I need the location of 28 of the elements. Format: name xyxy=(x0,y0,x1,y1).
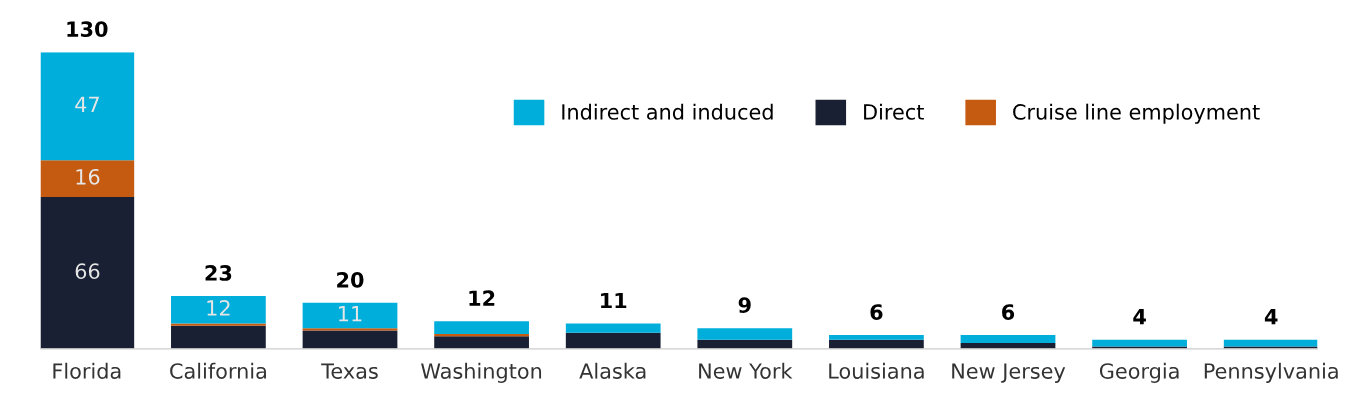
total-label: 11 xyxy=(601,292,627,309)
legend-label: Indirect and induced xyxy=(562,103,773,120)
data-label: 11 xyxy=(339,306,362,322)
data-label: 47 xyxy=(75,96,99,112)
x-tick-label: Louisiana xyxy=(829,362,924,379)
x-tick-label: Washington xyxy=(421,362,542,383)
x-tick-label: New York xyxy=(699,362,793,379)
total-label: 23 xyxy=(205,265,232,281)
x-tick-label: Texas xyxy=(321,363,378,379)
x-tick-label: Pennsylvania xyxy=(1204,362,1338,383)
total-label: 130 xyxy=(67,21,108,37)
x-tick-label: California xyxy=(170,362,266,379)
total-label: 4 xyxy=(1133,309,1146,325)
data-label: 66 xyxy=(75,263,100,279)
data-label: 12 xyxy=(207,300,230,316)
total-label: 4 xyxy=(1264,309,1278,325)
data-label: 16 xyxy=(76,168,100,185)
legend-label: Direct xyxy=(864,103,924,120)
total-label: 6 xyxy=(870,304,883,320)
x-tick-label: New Jersey xyxy=(952,363,1066,383)
x-tick-label: Georgia xyxy=(1099,362,1179,383)
total-label: 9 xyxy=(738,297,751,314)
total-label: 6 xyxy=(1002,304,1015,320)
x-tick-label: Alaska xyxy=(579,362,646,379)
x-tick-label: Florida xyxy=(53,362,121,379)
total-label: 12 xyxy=(469,290,495,306)
total-label: 20 xyxy=(337,271,364,288)
legend-label: Cruise line employment xyxy=(1013,103,1260,124)
